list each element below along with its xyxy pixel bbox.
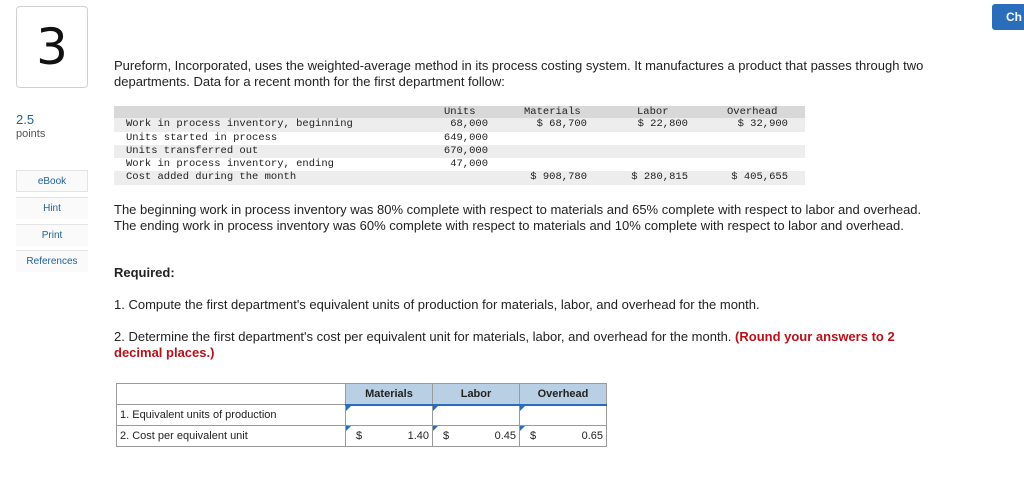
header-labor: Labor — [637, 106, 669, 118]
header-materials: Materials — [345, 383, 433, 405]
data-table: Units Materials Labor Overhead Work in p… — [114, 106, 805, 185]
ebook-button[interactable]: eBook — [16, 170, 88, 192]
table-row: Work in process inventory, beginning 68,… — [114, 118, 805, 132]
input-value: 0.45 — [494, 430, 516, 442]
currency-symbol: $ — [443, 430, 450, 442]
row-units: 649,000 — [443, 131, 488, 144]
required-heading: Required: — [114, 265, 175, 280]
check-button[interactable]: Ch — [992, 4, 1024, 30]
row-label: Units started in process — [126, 131, 278, 144]
intro-text: Pureform, Incorporated, uses the weighte… — [114, 58, 924, 89]
hint-button[interactable]: Hint — [16, 197, 88, 219]
header-labor: Labor — [432, 383, 520, 405]
row-label: Cost added during the month — [126, 171, 297, 184]
header-blank — [116, 383, 346, 405]
header-overhead: Overhead — [727, 106, 778, 118]
equivalent-units-materials-input[interactable] — [345, 403, 433, 426]
rounding-note: (Round your answers to 2 decimal places.… — [114, 329, 895, 360]
row-materials: $ 908,780 — [530, 171, 587, 184]
row-label: Work in process inventory, ending — [126, 158, 334, 171]
table-row: Units transferred out 670,000 — [114, 144, 805, 159]
row-label: Units transferred out — [126, 144, 259, 157]
row-overhead: $ 405,655 — [731, 171, 788, 184]
row-label: Work in process inventory, beginning — [126, 118, 353, 131]
requirement-2: 2. Determine the first department's cost… — [114, 329, 944, 361]
row-overhead: $ 32,900 — [737, 118, 788, 131]
completion-paragraph: The beginning work in process inventory … — [114, 202, 922, 233]
row-units: 670,000 — [443, 144, 488, 157]
row-units: 47,000 — [450, 158, 488, 171]
header-materials: Materials — [524, 106, 581, 118]
row-label: 1. Equivalent units of production — [116, 404, 346, 426]
row-label: 2. Cost per equivalent unit — [116, 425, 346, 447]
row-materials: $ 68,700 — [536, 118, 587, 131]
currency-symbol: $ — [530, 430, 537, 442]
input-value: 1.40 — [407, 430, 429, 442]
references-button[interactable]: References — [16, 250, 88, 272]
data-table-header: Units Materials Labor Overhead — [114, 106, 805, 120]
table-row: 2. Cost per equivalent unit $ 1.40 $ 0.4… — [116, 425, 607, 447]
table-row: Work in process inventory, ending 47,000 — [114, 158, 805, 171]
header-overhead: Overhead — [519, 383, 607, 405]
print-button[interactable]: Print — [16, 224, 88, 246]
equivalent-units-overhead-input[interactable] — [519, 403, 607, 426]
currency-symbol: $ — [356, 430, 363, 442]
question-number: 3 — [16, 6, 88, 88]
row-labor: $ 280,815 — [631, 171, 688, 184]
table-row: Cost added during the month $ 908,780 $ … — [114, 171, 805, 185]
requirement-2-text: 2. Determine the first department's cost… — [114, 329, 732, 344]
equivalent-units-labor-input[interactable] — [432, 403, 520, 426]
input-value: 0.65 — [581, 430, 603, 442]
row-units: 68,000 — [450, 118, 488, 131]
header-units: Units — [444, 106, 476, 118]
answer-table: Materials Labor Overhead 1. Equivalent u… — [116, 383, 607, 447]
points-label: points — [16, 128, 46, 140]
cost-per-unit-materials-input[interactable]: $ 1.40 — [345, 425, 433, 447]
row-labor: $ 22,800 — [637, 118, 688, 131]
table-row: 1. Equivalent units of production — [116, 403, 607, 426]
table-row: Units started in process 649,000 — [114, 132, 805, 145]
points-value: 2.5 — [16, 112, 35, 127]
cost-per-unit-labor-input[interactable]: $ 0.45 — [432, 425, 520, 447]
requirement-1: 1. Compute the first department's equiva… — [114, 297, 760, 312]
cost-per-unit-overhead-input[interactable]: $ 0.65 — [519, 425, 607, 447]
